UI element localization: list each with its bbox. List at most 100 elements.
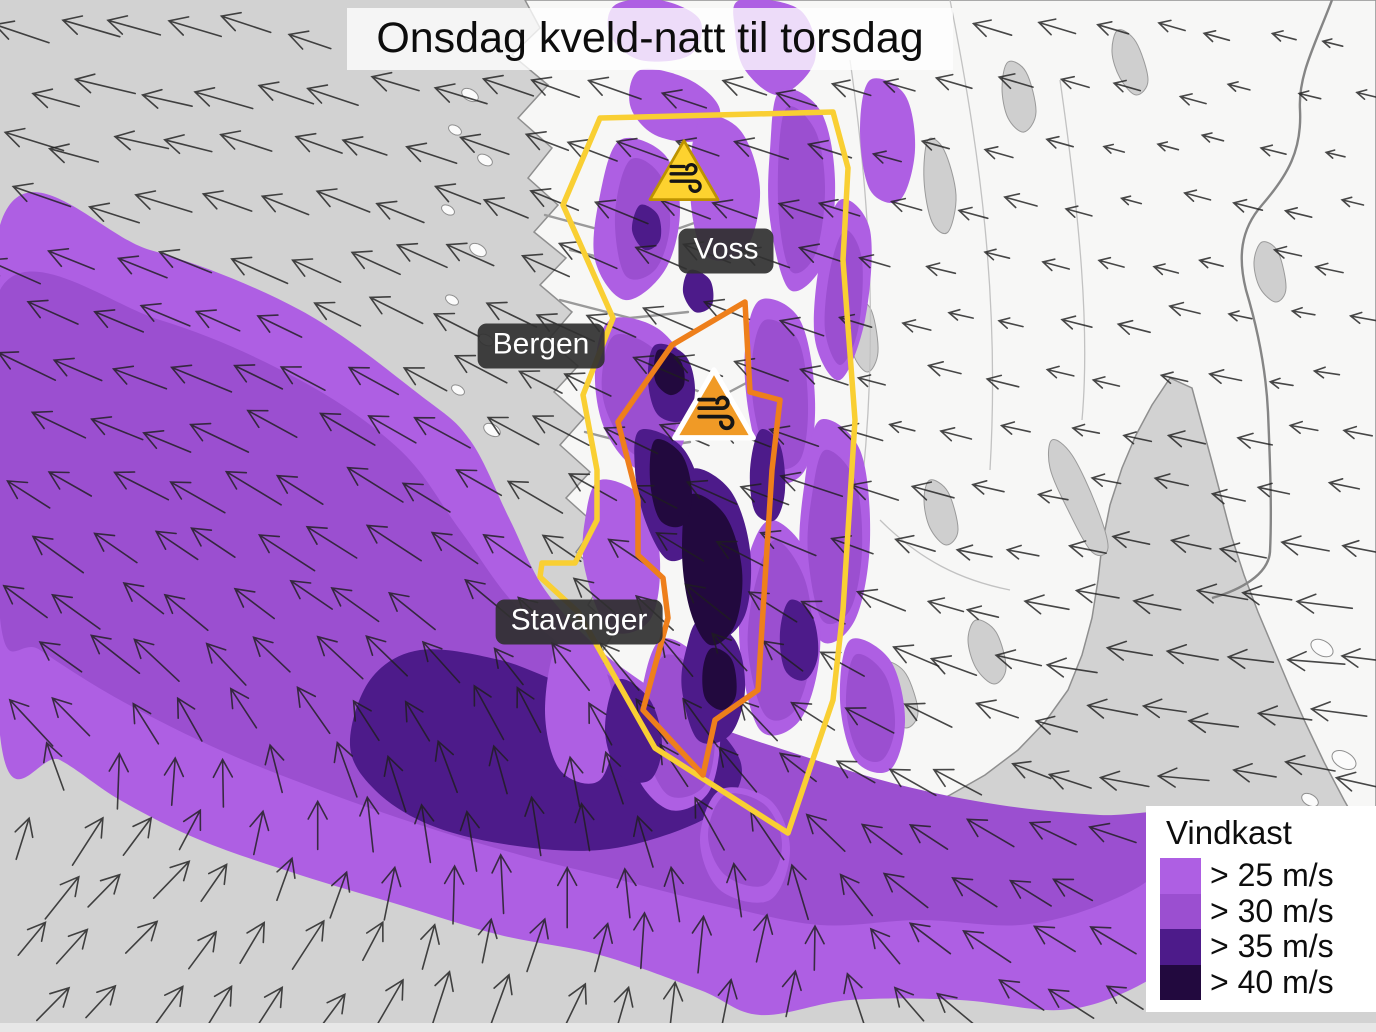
wind-arrow (971, 19, 1013, 38)
wind-arrow (955, 544, 993, 561)
wind-arrow (844, 707, 895, 734)
wind-arrow (46, 248, 95, 271)
wind-arrow (493, 647, 524, 686)
wind-arrow (1256, 482, 1291, 498)
wind-arrow (1047, 770, 1092, 790)
wind-arrow (1202, 30, 1231, 43)
wind-arrow (287, 30, 332, 50)
wind-arrow (632, 355, 690, 382)
wind-arrow (43, 741, 65, 791)
wind-arrow (1312, 366, 1341, 379)
wind-arrow (1272, 245, 1303, 259)
wind-arrow (11, 182, 72, 208)
legend: Vindkast > 25 m/s > 30 m/s > 35 m/s > 40… (1146, 806, 1376, 1012)
wind-arrow (529, 188, 580, 212)
wind-arrow (36, 986, 71, 1022)
wind-arrow (296, 686, 331, 735)
wind-arrow (1232, 763, 1277, 783)
wind-arrow (1314, 262, 1344, 276)
wind-arrow (489, 973, 513, 1028)
wind-gust-areas-layer (0, 0, 1259, 1016)
wind-icon (669, 163, 702, 193)
wind-arrow (684, 583, 732, 621)
wind-arrow (1086, 698, 1139, 719)
legend-label-25: > 25 m/s (1210, 857, 1334, 894)
legend-row-35: > 35 m/s (1160, 928, 1376, 965)
wind-arrow (888, 420, 916, 434)
wind-arrow (1141, 698, 1187, 719)
wind-arrow (200, 863, 228, 902)
wind-arrow (132, 702, 160, 745)
wind-arrow (1183, 189, 1212, 202)
wind-arrow (685, 479, 738, 505)
wind-arrow (17, 921, 47, 956)
wind-arrow (541, 534, 582, 563)
wind-arrow (994, 649, 1043, 670)
wind-arrow (1064, 205, 1093, 218)
legend-swatch-30 (1160, 893, 1201, 929)
wind-arrow (1003, 193, 1038, 209)
wind-arrow (588, 701, 613, 746)
wind-arrow (1102, 143, 1126, 154)
wind-arrow (517, 370, 563, 394)
wind-arrow (962, 929, 1012, 964)
legend-title: Vindkast (1166, 814, 1292, 851)
wind-arrow (562, 982, 587, 1031)
wind-arrow (935, 992, 978, 1028)
islet (445, 294, 459, 306)
wind-arrow (1116, 319, 1151, 335)
wind-arrow (1156, 141, 1180, 152)
wind-arrow (1037, 18, 1077, 36)
wind-arrow (860, 823, 903, 855)
wind-arrow (387, 591, 436, 631)
wind-arrow (1283, 207, 1313, 220)
wind-arrow (871, 150, 902, 164)
wind-arrow (106, 15, 162, 36)
legend-swatch-25 (1160, 858, 1201, 894)
wind-arrow (459, 133, 510, 156)
wind-arrow (965, 818, 1015, 848)
wind-arrow (882, 872, 929, 909)
wind-arrow (1034, 715, 1078, 735)
wind-arrow (1280, 535, 1330, 556)
wind-arrow (224, 470, 282, 506)
wind-arrow (1045, 365, 1075, 379)
wind-arrow (855, 588, 906, 612)
wind-arrow (113, 130, 170, 151)
wind-arrow (38, 641, 83, 673)
wind-arrow (383, 754, 407, 813)
wind-arrow (721, 76, 768, 96)
wind-arrow (481, 74, 535, 97)
wind-arrow (777, 199, 824, 219)
wind-arrow (524, 131, 570, 152)
wind-arrow (524, 795, 545, 857)
wind-arrow (230, 256, 289, 285)
wind-arrow (1340, 648, 1376, 668)
wind-arrow (291, 258, 342, 283)
wind-arrow (381, 865, 402, 921)
wind-arrow (239, 921, 266, 964)
wind-arrow (233, 587, 275, 620)
wind-arrow (567, 473, 618, 502)
islet (1310, 638, 1334, 658)
wind-arrow (443, 864, 465, 925)
bottom-strip (0, 1023, 1376, 1032)
wind-arrow (362, 920, 384, 961)
wind-arrow (289, 579, 333, 610)
wind-arrow (574, 802, 595, 852)
wind-arrow (401, 482, 451, 513)
wind-arrow (1032, 925, 1076, 953)
wind-arrow (1309, 701, 1368, 722)
wind-arrow (30, 410, 87, 439)
wind-arrow (113, 471, 170, 501)
wind-arrow (1178, 93, 1207, 106)
wind-arrow (1195, 583, 1249, 604)
wind-arrow (926, 597, 965, 614)
wind-arrow (375, 200, 425, 224)
wind-arrow (275, 474, 324, 505)
wind-arrow (1159, 371, 1189, 385)
city-name: Voss (693, 232, 759, 266)
wind-arrow (154, 530, 199, 561)
city-label-voss: Voss (678, 228, 774, 274)
